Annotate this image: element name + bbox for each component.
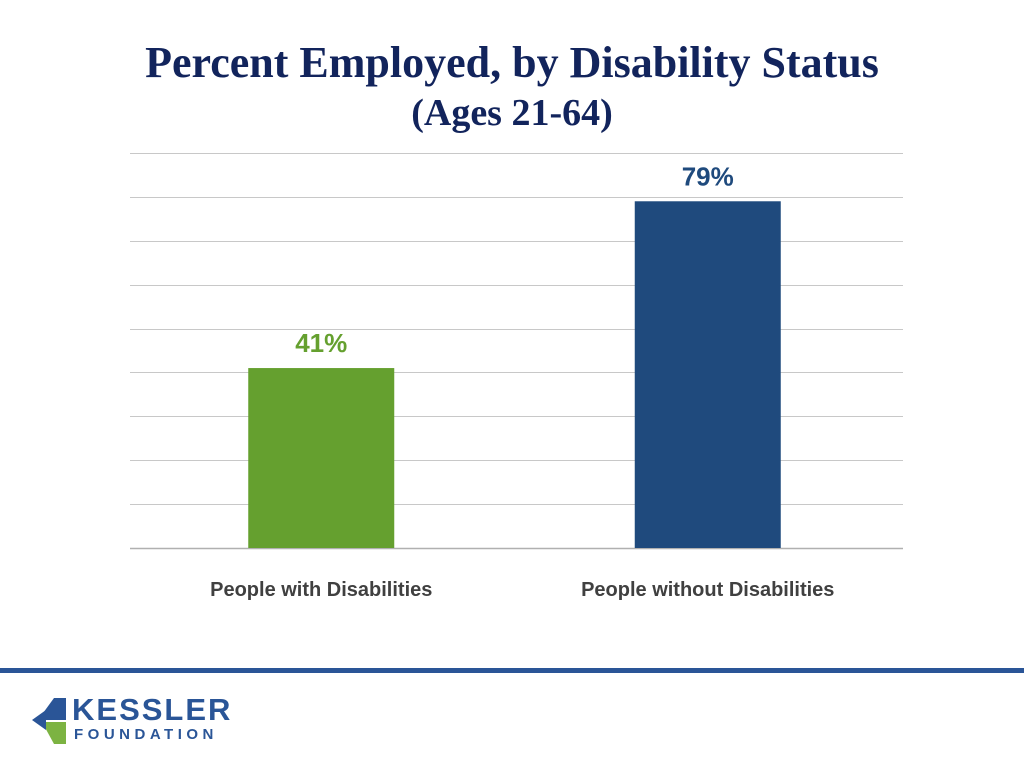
bar-2 xyxy=(634,201,781,548)
kessler-foundation-logo: KESSLER FOUNDATION xyxy=(32,692,233,750)
chart-title-line2: (Ages 21-64) xyxy=(411,92,613,134)
logo-wordmark: KESSLER xyxy=(72,692,233,727)
data-label-2: 79% xyxy=(682,161,734,191)
bar-1 xyxy=(248,368,395,548)
x-tick-label-1: People with Disabilities xyxy=(210,579,432,601)
kessler-logo-icon xyxy=(32,698,66,744)
x-tick-label-2: People without Disabilities xyxy=(581,579,834,601)
bar-chart: 41% People with Disabilities 79% People wit… xyxy=(130,153,903,601)
logo-subtitle: FOUNDATION xyxy=(74,726,218,743)
chart-title-line1: Percent Employed, by Disability Status xyxy=(145,38,879,87)
footer-divider xyxy=(0,668,1024,673)
data-label-1: 41% xyxy=(295,328,347,358)
chart-title: Percent Employed, by Disability Status (… xyxy=(0,36,1024,136)
